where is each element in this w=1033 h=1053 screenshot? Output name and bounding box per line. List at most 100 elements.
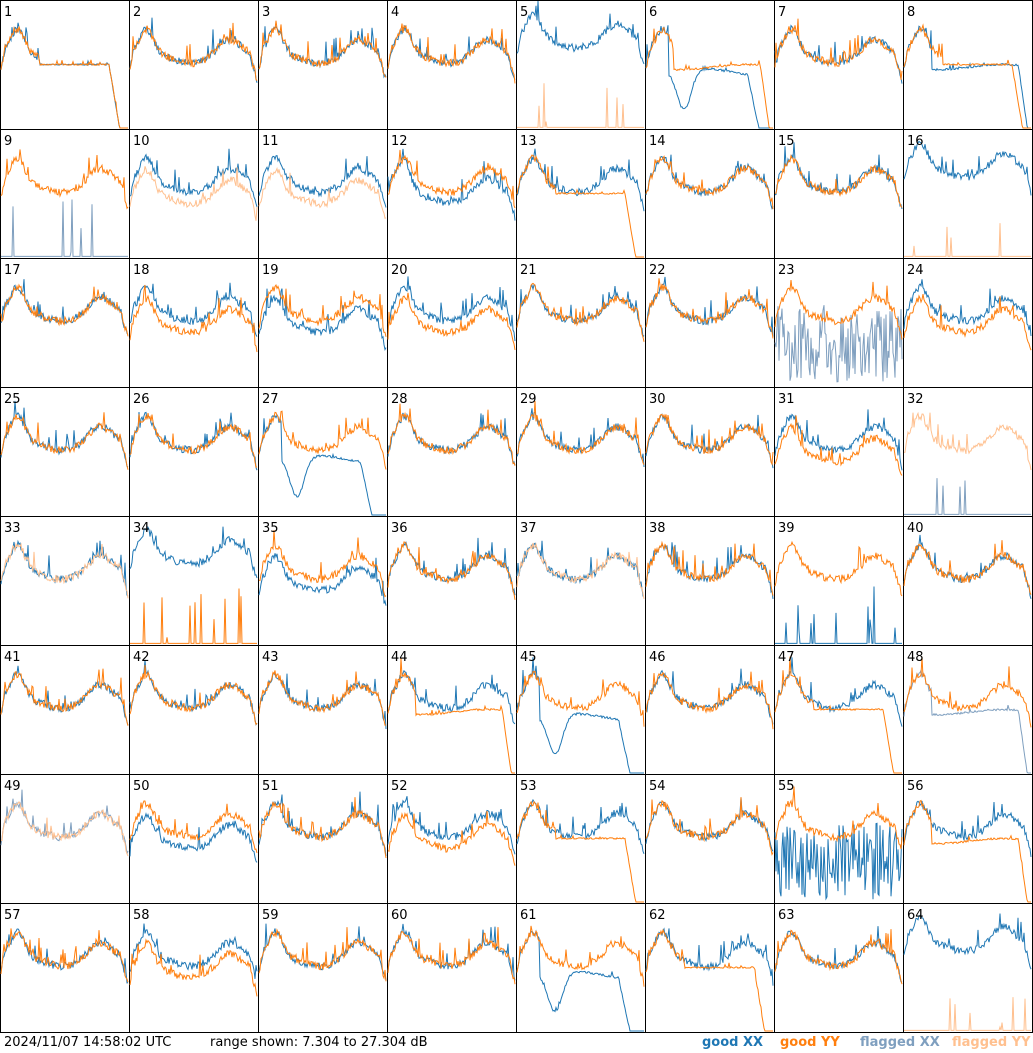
panel-frame [258,129,388,259]
yy-series-line [645,413,774,467]
xx-series-line [258,155,387,208]
yy-series-line [0,801,129,857]
yy-series-line [645,797,774,856]
legend-good-xx: good XX [702,1035,764,1050]
panel-frame [0,0,130,130]
panel-label: 7 [778,5,786,20]
xx-series-line [1,199,128,257]
panel-label: 11 [262,134,279,149]
yy-series-line [903,656,1032,728]
xx-series-line [387,796,516,855]
yy-series-line [0,283,129,337]
panel-label: 5 [520,5,528,20]
range-label: range shown: 7.304 to 27.304 dB [210,1035,428,1050]
panel-frame [516,645,646,775]
yy-series-line [0,26,128,129]
panel-label: 2 [133,5,141,20]
panel-frame [258,258,388,388]
panel-label: 36 [391,521,408,536]
yy-series-line [903,540,1032,595]
panel-frame [0,129,130,259]
yy-series-line [258,530,387,598]
panel-label: 51 [262,779,279,794]
yy-series-line [774,540,903,597]
panel-label: 37 [520,521,537,536]
panel-label: 48 [907,650,924,665]
panel-frame [516,0,646,130]
panel-label: 46 [649,650,666,665]
xx-series-line [904,478,1031,515]
panel-label: 15 [778,134,795,149]
panel-label: 26 [133,392,150,407]
xx-series-line [129,148,258,208]
panel-label: 43 [262,650,279,665]
panel-label: 38 [649,521,666,536]
xx-series-line [129,282,258,337]
yy-series-line [645,278,774,339]
yy-series-line [258,927,387,982]
yy-series-line [130,588,257,644]
panel-label: 31 [778,392,795,407]
panel-label: 35 [262,521,279,536]
panel-label: 28 [391,392,408,407]
yy-series-line [645,928,773,1032]
panel-frame [516,903,646,1033]
xx-series-line [129,812,258,863]
panel-frame [258,0,388,130]
yy-series-line [258,797,387,858]
panel-label: 63 [778,908,795,923]
yy-series-line [387,657,515,774]
panel-label: 9 [4,134,12,149]
xx-series-line [516,0,645,65]
yy-series-line [258,20,387,78]
footer-bar: 2024/11/07 14:58:02 UTC range shown: 7.3… [0,1033,1033,1053]
xx-series-line [774,409,903,471]
panel-label: 34 [133,521,150,536]
panel-label: 53 [520,779,537,794]
panel-label: 16 [907,134,924,149]
yy-series-line [516,400,645,465]
panel-frame [129,903,259,1033]
panel-label: 30 [649,392,666,407]
panel-frame [129,774,259,904]
xx-series-line [387,669,516,725]
yy-series-line [0,412,129,470]
yy-series-line [904,223,1031,257]
xx-series-line [903,140,1032,196]
panel-label: 6 [649,5,657,20]
yy-series-line [774,415,903,476]
yy-series-line [0,928,129,983]
panel-label: 64 [907,908,924,923]
panel-label: 60 [391,908,408,923]
panel-label: 21 [520,263,537,278]
panel-label: 23 [778,263,795,278]
yy-series-line [387,927,516,985]
yy-series-line [903,411,1032,471]
yy-series-line [774,929,903,985]
panel-frame [129,129,259,259]
xx-series-line [258,553,387,606]
yy-series-line [129,166,258,221]
panel-label: 3 [262,5,270,20]
yy-series-line [387,403,516,466]
yy-series-line [516,154,644,258]
panel-frame [0,645,130,775]
timestamp: 2024/11/07 14:58:02 UTC [4,1035,172,1050]
panel-frame [903,516,1033,646]
panel-frame [774,903,904,1033]
panel-frame [387,387,517,517]
yy-series-line [258,284,387,337]
panel-label: 27 [262,392,279,407]
panel-frame [903,129,1033,259]
xx-series-line [645,25,773,129]
yy-series-line [516,800,644,903]
yy-series-line [258,166,387,220]
panel-frame [0,903,130,1033]
yy-series-line [258,410,387,470]
xx-series-line [903,800,1032,857]
panel-label: 25 [4,392,21,407]
yy-series-line [903,23,1031,129]
xx-series-line [903,913,1032,970]
panel-label: 24 [907,263,924,278]
yy-series-line [645,27,773,129]
